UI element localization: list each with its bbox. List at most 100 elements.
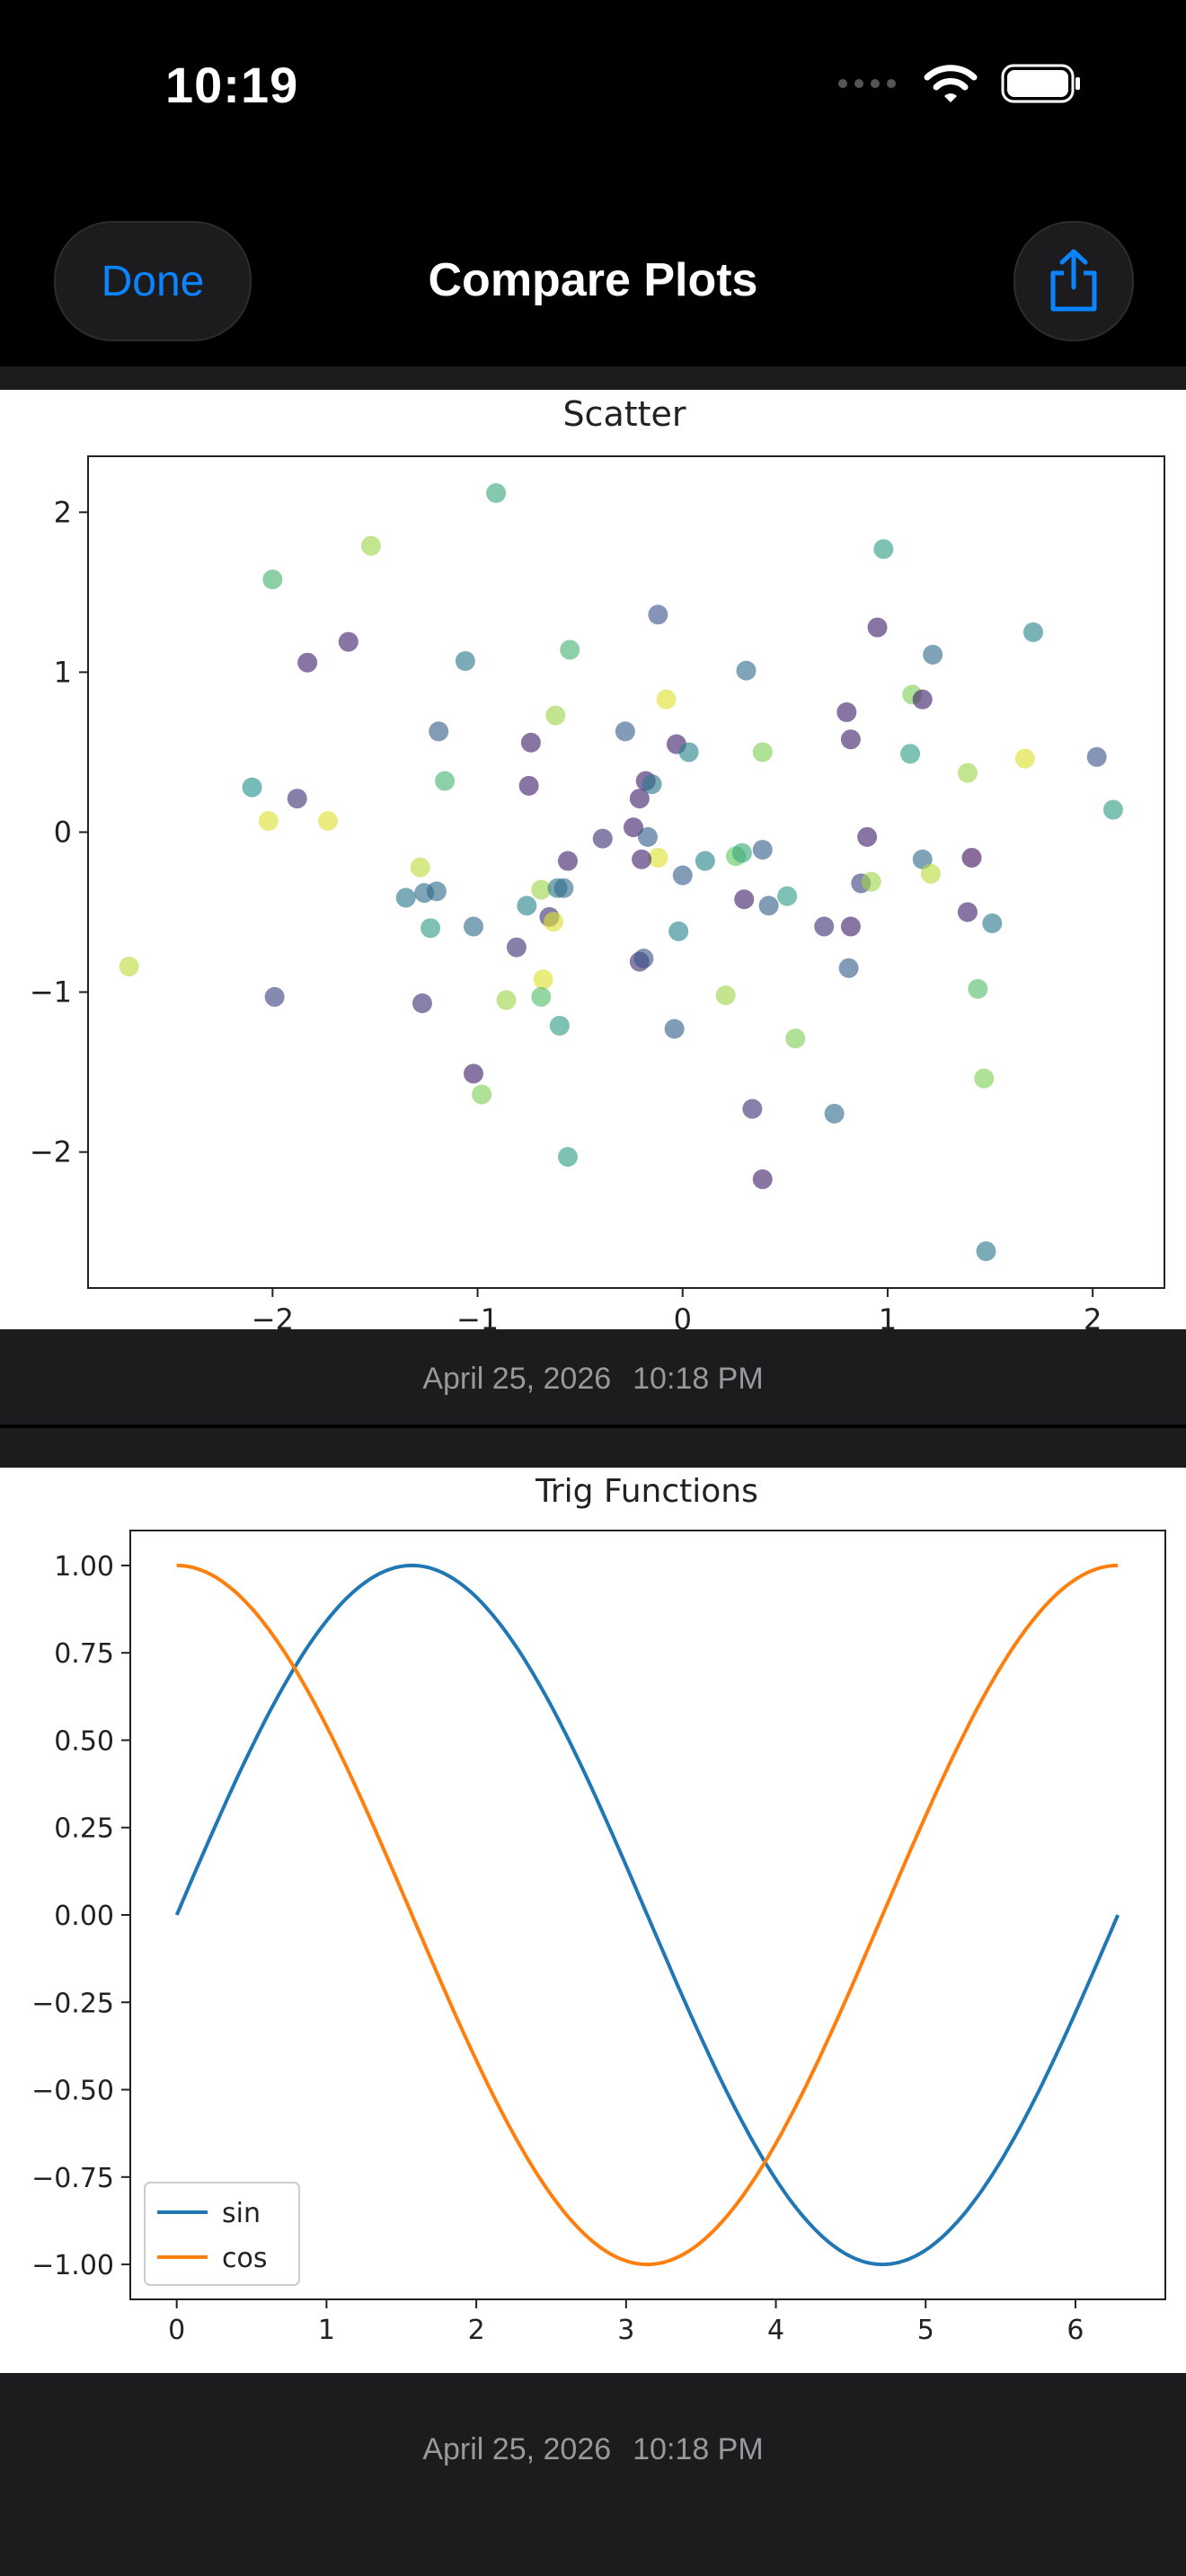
chart-title: Scatter: [562, 394, 686, 434]
scatter-point: [642, 774, 662, 795]
scatter-point: [633, 948, 654, 969]
scatter-point: [920, 863, 941, 884]
scatter-point: [412, 993, 432, 1014]
scatter-point: [840, 729, 861, 750]
plot-frame: [129, 1530, 1166, 2300]
scatter-point: [678, 742, 699, 763]
scatter-point: [752, 840, 773, 860]
scatter-point: [873, 539, 894, 560]
scatter-point: [545, 705, 566, 726]
scatter-point: [777, 886, 798, 906]
scatter-point: [648, 847, 668, 868]
scatter-point: [734, 889, 755, 910]
y-tick-label: 1.00: [54, 1551, 114, 1583]
wifi-icon: [924, 65, 978, 102]
y-tick-label: 0.50: [54, 1725, 114, 1757]
x-tick-label: 2: [468, 2315, 485, 2346]
scatter-point: [287, 789, 307, 809]
scatter-point: [976, 1241, 996, 1262]
scatter-point: [560, 640, 580, 660]
x-tick-label: −1: [456, 1302, 499, 1329]
scatter-point: [632, 849, 652, 869]
scatter-point: [426, 881, 447, 902]
scatter-point: [715, 985, 736, 1006]
scatter-point: [736, 660, 757, 681]
scatter-point: [982, 913, 1003, 933]
scatter-point: [900, 744, 921, 764]
scatter-point: [463, 1063, 483, 1084]
scatter-point: [961, 847, 982, 868]
x-tick-label: 1: [318, 2315, 335, 2346]
scatter-point: [395, 887, 416, 908]
x-tick-label: 6: [1067, 2315, 1084, 2346]
plot-caption: April 25, 2026 10:18 PM: [0, 2373, 1186, 2526]
scatter-point: [629, 789, 650, 809]
plot-frame: [87, 455, 1165, 1289]
scatter-point: [861, 871, 881, 892]
scatter-point: [531, 986, 552, 1007]
caption-date: April 25, 2026: [422, 2431, 612, 2466]
chart-title: Trig Functions: [535, 1473, 758, 1510]
scatter-point: [824, 1103, 845, 1124]
scatter-point: [317, 811, 338, 832]
x-tick-label: 1: [879, 1302, 897, 1329]
separator: [0, 1428, 1186, 1468]
bottom-area: [0, 2526, 1186, 2576]
scatter-point: [435, 771, 456, 791]
y-tick-label: −1.00: [31, 2250, 114, 2281]
scatter-point: [518, 775, 539, 796]
scatter-point: [968, 978, 988, 999]
legend-label-cos: cos: [222, 2243, 267, 2274]
scatter-point: [672, 865, 693, 886]
scatter-point: [840, 916, 861, 937]
scatter-point: [496, 990, 517, 1010]
plot-card-trig[interactable]: Trig Functions 0 1 2 3 4 5 6 1.00 0.75 0.50 0.25 0.…: [0, 1468, 1186, 2373]
scatter-point: [531, 879, 552, 900]
scatter-point: [242, 777, 262, 798]
share-button[interactable]: [1013, 221, 1134, 341]
scatter-point: [1022, 622, 1043, 642]
scatter-point: [297, 652, 318, 673]
scatter-point: [360, 535, 381, 556]
scatter-point: [648, 604, 668, 625]
caption-date: April 25, 2026: [422, 1361, 612, 1396]
scatter-point: [752, 1169, 773, 1189]
scatter-point: [455, 650, 475, 671]
scatter-point: [1102, 799, 1123, 820]
scatter-point: [785, 1028, 806, 1049]
scatter-point: [119, 957, 139, 977]
scatter-point: [1086, 746, 1107, 767]
y-tick-label: −0.25: [31, 1988, 114, 2019]
y-tick-label: −0.75: [31, 2163, 114, 2194]
caption-time: 10:18 PM: [633, 2431, 764, 2466]
y-tick-label: −0.50: [31, 2076, 114, 2107]
scatter-point: [668, 921, 689, 941]
y-tick-label: 0.00: [54, 1901, 114, 1932]
caption-time: 10:18 PM: [633, 1361, 764, 1396]
scatter-point: [615, 721, 635, 742]
y-tick-label: 2: [54, 495, 72, 529]
scatter-point: [957, 763, 978, 783]
scatter-point: [338, 631, 358, 652]
series-line-cos: [176, 1563, 1119, 2267]
plot-card-scatter[interactable]: Scatter −2 −1 0 1 2 2 1 0 −1 −2: [0, 390, 1186, 1337]
scatter-point: [1014, 748, 1035, 769]
scatter-point: [486, 482, 507, 503]
scatter-point: [410, 857, 430, 878]
status-time: 10:19: [165, 57, 299, 113]
x-tick-label: 2: [1084, 1302, 1102, 1329]
scatter-point: [637, 826, 658, 847]
share-icon: [1050, 249, 1097, 312]
line-chart: Trig Functions 0 1 2 3 4 5 6 1.00 0.75 0.50 0.25 0.…: [31, 1473, 1166, 2346]
x-tick-label: 3: [617, 2315, 634, 2346]
scatter-point: [912, 849, 933, 869]
scatter-point: [957, 902, 978, 922]
scatter-point: [838, 957, 859, 978]
x-tick-label: 4: [767, 2315, 784, 2346]
y-tick-label: −1: [30, 975, 72, 1010]
done-button[interactable]: Done: [54, 221, 252, 341]
scatter-point: [429, 721, 449, 742]
scatter-point: [623, 817, 643, 838]
scatter-point: [695, 851, 715, 871]
scatter-chart: Scatter −2 −1 0 1 2 2 1 0 −1 −2: [30, 394, 1165, 1337]
